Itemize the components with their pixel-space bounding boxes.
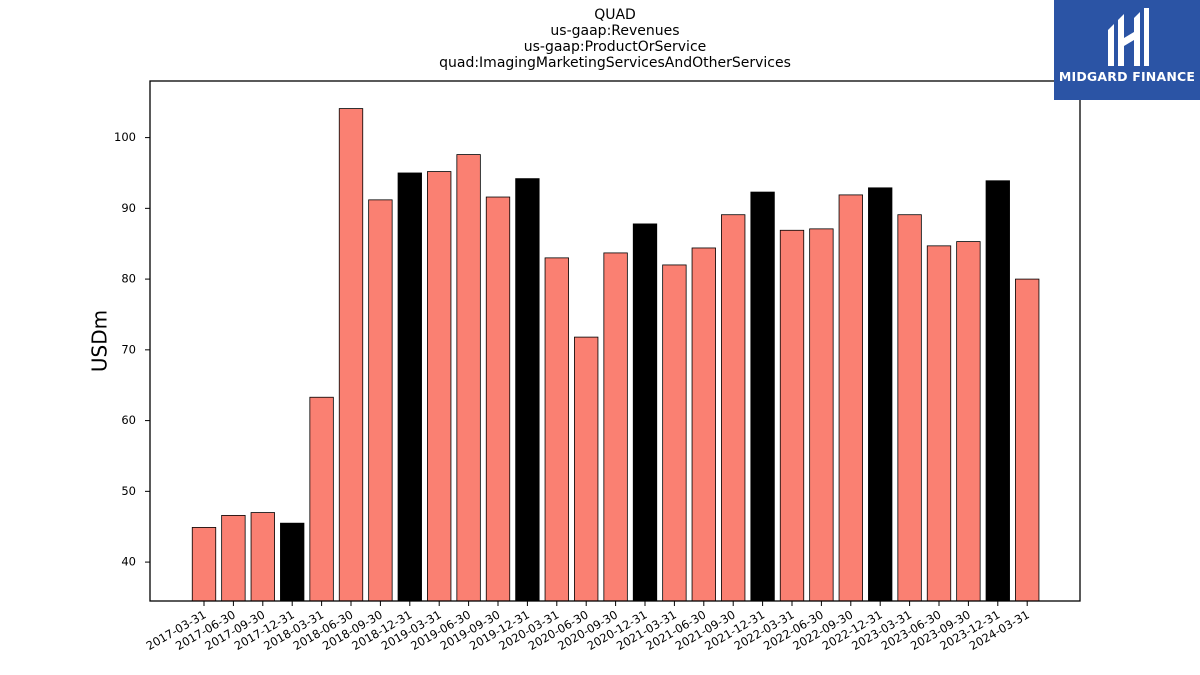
y-tick-label: 70 [121,342,136,356]
chart-title-line-3: us-gaap:ProductOrService [523,39,707,55]
bar-2019-12-31 [515,178,540,602]
bar-2019-06-30 [456,154,481,602]
y-tick-label: 60 [121,413,136,427]
x-axis: 2017-03-312017-06-302017-09-302017-12-31… [144,601,1032,653]
bar-2020-09-30 [603,252,628,602]
bar-2021-12-31 [750,191,775,602]
bar-2023-06-30 [926,245,952,602]
bar-2018-06-30 [338,108,364,602]
bars-group [191,108,1040,602]
y-tick-label: 50 [121,484,136,498]
plot-frame [149,80,1081,602]
bar-2017-12-31 [280,522,305,602]
bar-2023-09-30 [956,241,981,602]
bar-2022-03-31 [779,229,805,602]
bar-2020-06-30 [574,336,599,602]
bar-2017-09-30 [250,512,275,602]
midgard-finance-logo: MIDGARD FINANCE [1054,0,1200,100]
bar-2017-03-31 [191,527,217,602]
y-tick-label: 40 [121,555,136,569]
bar-2023-12-31 [985,180,1010,602]
y-tick-label: 80 [121,272,136,286]
bar-2022-12-31 [868,187,893,602]
bar-2021-03-31 [662,264,687,602]
chart-title-line-1: QUAD [594,7,636,23]
bar-2022-09-30 [838,194,863,602]
bar-2022-06-30 [809,228,834,602]
bar-2018-03-31 [309,396,334,602]
bar-2020-12-31 [632,223,658,602]
bar-2024-03-31 [1015,278,1040,602]
logo-text: MIDGARD FINANCE [1058,69,1196,84]
bar-2017-06-30 [221,514,246,602]
y-axis: 40 50 60 70 80 90 100 [114,130,150,569]
bar-2021-09-30 [721,214,746,602]
bar-2018-09-30 [368,199,393,602]
y-tick-label: 90 [121,201,136,215]
chart-title-line-4: quad:ImagingMarketingServicesAndOtherSer… [439,55,791,71]
bar-2021-06-30 [691,247,716,602]
bar-2019-03-31 [427,171,452,602]
midgard-logo-icon [1108,8,1149,66]
bar-2018-12-31 [397,172,422,602]
y-axis-label: USDm [88,310,112,372]
chart-title-line-2: us-gaap:Revenues [550,23,680,39]
bar-2020-03-31 [544,257,569,602]
bar-2023-03-31 [897,214,922,602]
y-tick-label: 100 [114,130,136,144]
bar-2019-09-30 [485,196,511,602]
